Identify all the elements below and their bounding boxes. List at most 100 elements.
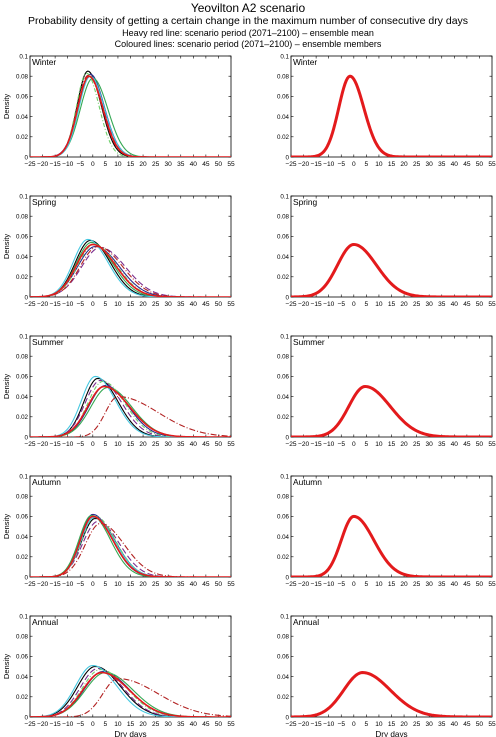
x-tick-label: −25 <box>285 721 297 728</box>
x-tick-label: 25 <box>413 301 421 308</box>
season-label: Spring <box>32 197 57 207</box>
mean-curve <box>291 384 492 437</box>
y-tick-label: 0.1 <box>19 53 28 60</box>
x-tick-label: 25 <box>152 721 160 728</box>
x-tick-label: 30 <box>426 301 434 308</box>
x-tick-label: −25 <box>24 441 36 448</box>
y-tick-label: 0.02 <box>277 694 290 701</box>
mean-curve <box>291 242 492 297</box>
x-tick-label: 45 <box>463 301 471 308</box>
x-tick-label: 0 <box>352 301 356 308</box>
mean-curve <box>30 75 231 157</box>
y-tick-label: 0.1 <box>19 613 28 620</box>
x-tick-label: 50 <box>215 721 223 728</box>
x-tick-label: −20 <box>298 301 310 308</box>
member-curve <box>30 70 231 157</box>
panel-annual-mean: −25 −20 −15 −10 −5 0 5 10 15 20 25 30 35 40 45 50 55 0 0.0… <box>277 613 496 737</box>
x-tick-label: 35 <box>177 721 185 728</box>
x-tick-label: 20 <box>400 441 408 448</box>
y-tick-label: 0.06 <box>277 94 290 101</box>
y-tick-label: 0.02 <box>16 554 29 561</box>
x-tick-label: −25 <box>24 581 36 588</box>
x-tick-label: −15 <box>50 441 62 448</box>
x-tick-label: 0 <box>91 441 95 448</box>
axes-frame <box>29 195 232 298</box>
member-curve <box>30 514 231 577</box>
y-tick-label: 0.02 <box>16 694 29 701</box>
x-tick-label: −5 <box>337 301 345 308</box>
x-tick-label: 10 <box>375 161 383 168</box>
x-tick-label: −5 <box>76 581 84 588</box>
x-tick-label: −25 <box>285 581 297 588</box>
x-tick-label: 0 <box>91 301 95 308</box>
y-tick-label: 0.02 <box>277 554 290 561</box>
x-tick-label: 30 <box>165 441 173 448</box>
axes-frame <box>290 55 493 158</box>
y-tick-label: 0.08 <box>277 494 290 501</box>
x-tick-label: 35 <box>177 581 185 588</box>
x-tick-label: 0 <box>352 721 356 728</box>
x-tick-label: 55 <box>227 301 235 308</box>
y-tick-label: 0.04 <box>16 114 29 121</box>
x-tick-label: 25 <box>413 441 421 448</box>
member-curve <box>30 379 231 437</box>
mean-curve <box>30 671 231 717</box>
member-curve <box>30 375 231 437</box>
panel-spring-members: −25 −20 −15 −10 −5 0 5 10 15 20 25 30 35 40 45 50 55 0 0.0… <box>2 193 235 308</box>
x-tick-label: 55 <box>227 581 235 588</box>
x-tick-label: 40 <box>190 581 198 588</box>
x-tick-label: 35 <box>177 161 185 168</box>
season-label: Annual <box>32 617 58 627</box>
x-tick-label: 25 <box>152 441 160 448</box>
x-tick-label: 55 <box>488 161 496 168</box>
x-tick-label: −10 <box>323 721 335 728</box>
x-tick-label: 5 <box>365 161 369 168</box>
x-tick-label: −25 <box>24 721 36 728</box>
x-tick-label: 20 <box>139 721 147 728</box>
y-tick-label: 0.04 <box>16 534 29 541</box>
x-tick-label: 25 <box>152 301 160 308</box>
x-tick-label: 40 <box>190 441 198 448</box>
mean-curve <box>30 515 231 577</box>
panel-summer-mean: −25 −20 −15 −10 −5 0 5 10 15 20 25 30 35 40 45 50 55 0 0.0… <box>277 333 496 448</box>
x-tick-label: −5 <box>76 301 84 308</box>
panel-summer-members: −25 −20 −15 −10 −5 0 5 10 15 20 25 30 35 40 45 50 55 0 0.0… <box>2 333 235 448</box>
y-tick-label: 0.08 <box>277 634 290 641</box>
x-tick-label: 15 <box>388 581 396 588</box>
y-tick-label: 0 <box>286 154 290 161</box>
x-tick-label: −10 <box>323 441 335 448</box>
x-tick-label: 0 <box>91 581 95 588</box>
x-tick-label: 10 <box>375 301 383 308</box>
x-tick-label: 30 <box>165 161 173 168</box>
member-curve <box>30 77 231 157</box>
x-tick-label: 45 <box>463 721 471 728</box>
x-tick-label: 10 <box>114 441 122 448</box>
x-tick-label: −25 <box>24 301 36 308</box>
x-tick-label: 30 <box>426 161 434 168</box>
member-curve <box>30 74 231 157</box>
axes-frame <box>290 335 493 438</box>
y-tick-label: 0.04 <box>277 534 290 541</box>
x-tick-label: 15 <box>127 161 135 168</box>
x-tick-label: 0 <box>91 721 95 728</box>
x-tick-label: 40 <box>190 161 198 168</box>
member-curve <box>30 517 231 577</box>
y-tick-label: 0.06 <box>16 654 29 661</box>
x-tick-label: 45 <box>202 301 210 308</box>
x-tick-label: 5 <box>365 301 369 308</box>
x-tick-label: −10 <box>323 301 335 308</box>
x-tick-label: 5 <box>104 301 108 308</box>
y-tick-label: 0 <box>25 434 29 441</box>
x-tick-label: 20 <box>400 721 408 728</box>
x-tick-label: −20 <box>298 581 310 588</box>
x-tick-label: 45 <box>463 161 471 168</box>
y-tick-label: 0.02 <box>277 414 290 421</box>
member-curve <box>30 664 231 717</box>
y-tick-label: 0.1 <box>19 473 28 480</box>
axes-frame <box>290 615 493 718</box>
y-axis-label: Density <box>2 94 11 120</box>
x-tick-label: −10 <box>323 581 335 588</box>
x-tick-label: 20 <box>139 301 147 308</box>
x-tick-label: 5 <box>104 581 108 588</box>
x-tick-label: 35 <box>438 161 446 168</box>
